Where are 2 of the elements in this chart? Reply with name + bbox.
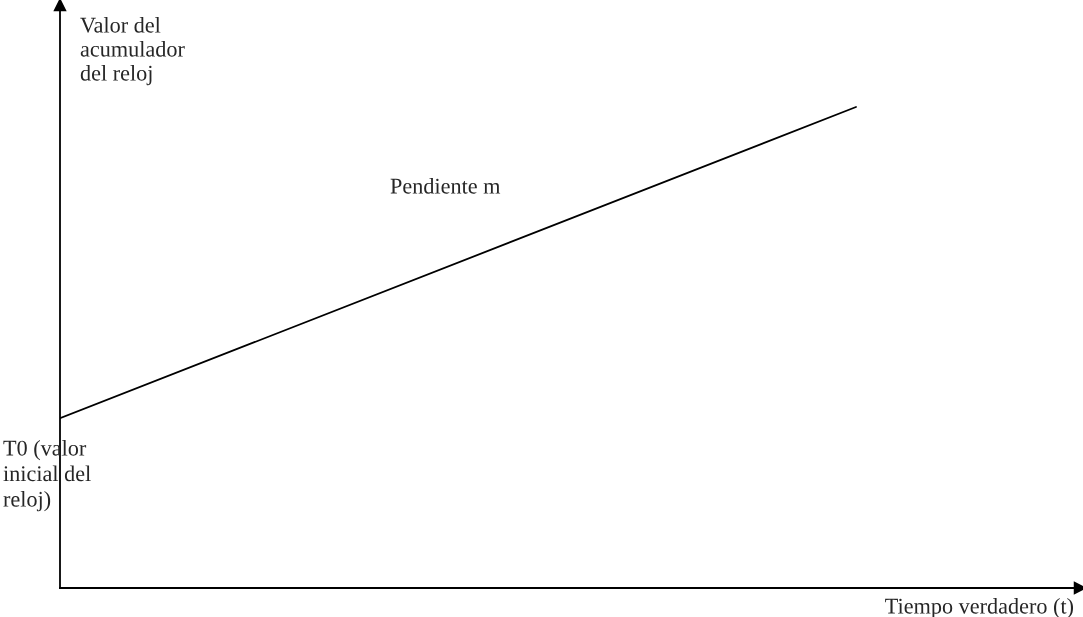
y-axis-title: Valor del acumulador del reloj bbox=[80, 17, 185, 86]
annotation: Pendiente m bbox=[390, 178, 501, 194]
